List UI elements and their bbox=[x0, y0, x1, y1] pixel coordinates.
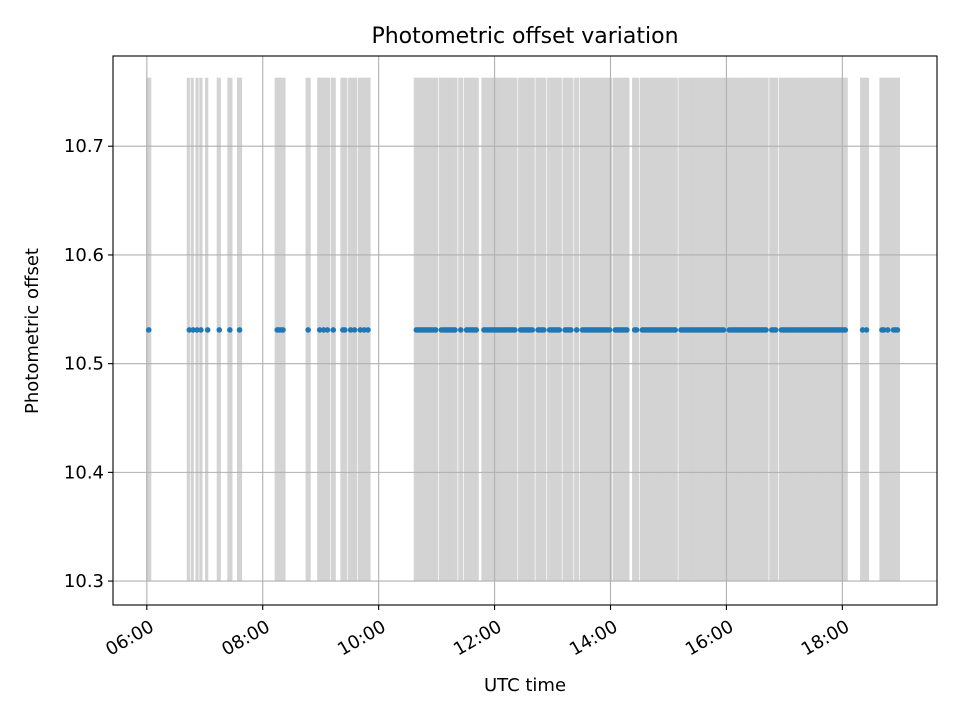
data-point bbox=[859, 327, 866, 333]
data-point bbox=[357, 327, 364, 333]
y-axis-label: Photometric offset bbox=[22, 248, 43, 414]
data-point bbox=[216, 327, 223, 333]
y-tick-label: 10.7 bbox=[64, 136, 104, 157]
data-point bbox=[186, 327, 193, 333]
data-point bbox=[145, 327, 152, 333]
data-point bbox=[236, 327, 243, 333]
data-point bbox=[347, 327, 354, 333]
data-point bbox=[324, 327, 331, 333]
data-point bbox=[842, 327, 849, 333]
data-point bbox=[568, 327, 574, 333]
data-point bbox=[190, 327, 196, 333]
data-point bbox=[305, 327, 311, 333]
data-point bbox=[672, 327, 679, 333]
data-point bbox=[194, 327, 200, 333]
data-point bbox=[316, 327, 323, 333]
data-point bbox=[720, 327, 727, 333]
data-point bbox=[606, 327, 613, 333]
chart-title: Photometric offset variation bbox=[371, 24, 678, 49]
data-point bbox=[573, 327, 580, 333]
data-point bbox=[320, 327, 327, 333]
vertical-band bbox=[889, 77, 893, 582]
points-layer bbox=[145, 327, 901, 333]
data-point bbox=[763, 327, 769, 333]
y-tick-label: 10.4 bbox=[64, 462, 104, 483]
data-point bbox=[772, 327, 779, 333]
data-point bbox=[884, 327, 891, 333]
data-point bbox=[624, 327, 630, 333]
data-point bbox=[198, 327, 204, 333]
data-point bbox=[361, 327, 367, 333]
data-point bbox=[280, 327, 286, 333]
data-point bbox=[432, 327, 439, 333]
data-point bbox=[633, 327, 640, 333]
data-point bbox=[512, 327, 518, 333]
y-tick-label: 10.3 bbox=[64, 571, 104, 592]
data-point bbox=[473, 327, 480, 333]
data-point bbox=[204, 327, 211, 333]
data-point bbox=[351, 327, 358, 333]
data-point bbox=[863, 327, 870, 333]
data-point bbox=[227, 327, 233, 333]
data-point bbox=[529, 327, 536, 333]
data-point bbox=[541, 327, 547, 333]
y-tick-label: 10.5 bbox=[64, 354, 104, 375]
data-point bbox=[330, 327, 337, 333]
plot-frame bbox=[112, 55, 938, 606]
data-point bbox=[457, 327, 464, 333]
data-point bbox=[342, 327, 348, 333]
data-point bbox=[894, 327, 901, 333]
data-point bbox=[556, 327, 563, 333]
data-point bbox=[881, 327, 887, 333]
data-point bbox=[365, 327, 371, 333]
y-tick-label: 10.6 bbox=[64, 245, 104, 266]
x-axis-label: UTC time bbox=[484, 675, 566, 696]
y-axis-ticks: 10.3 10.4 10.5 10.6 10.7 bbox=[64, 136, 113, 592]
data-point bbox=[452, 327, 458, 333]
